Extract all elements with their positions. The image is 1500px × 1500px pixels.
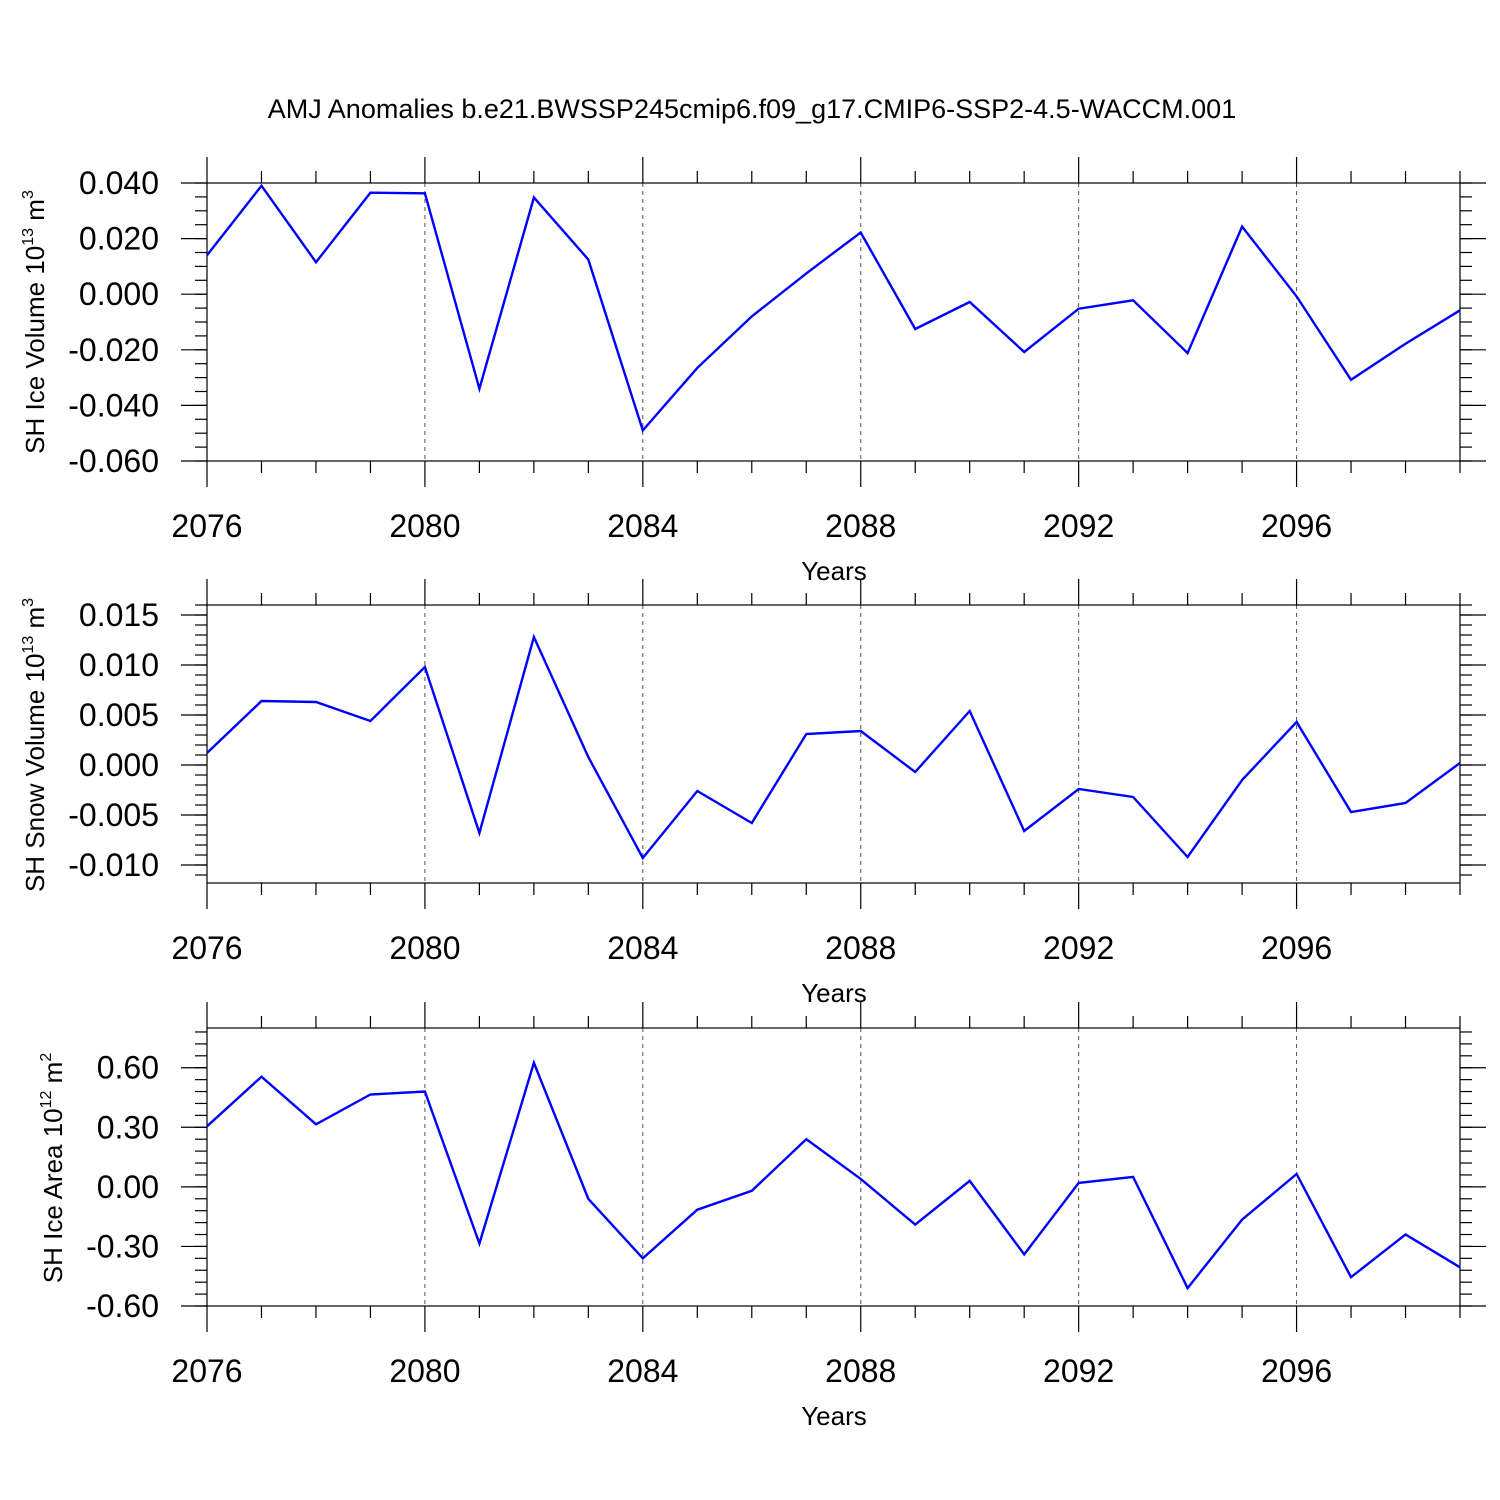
y-axis-title: SH Ice Volume 1013 m3	[20, 190, 50, 454]
y-axis-title-superscript: 13	[20, 636, 37, 654]
x-tick-label: 2080	[389, 508, 460, 544]
series-line	[206, 1059, 1461, 1291]
x-tick-label: 2088	[825, 1353, 896, 1389]
y-tick-label: 0.000	[79, 747, 159, 783]
y-tick-label: -0.30	[86, 1228, 159, 1264]
x-tick-label: 2084	[607, 508, 678, 544]
x-axis-title: Years	[801, 556, 867, 586]
x-tick-label: 2084	[607, 930, 678, 966]
panels: -0.060 -0.040 -0.020 0.000 0.020 0.040 2076 208…	[20, 157, 1486, 1431]
x-tick-label: 2092	[1043, 930, 1114, 966]
y-tick-label: 0.60	[97, 1050, 159, 1086]
figure-title: AMJ Anomalies b.e21.BWSSP245cmip6.f09_g1…	[268, 94, 1236, 124]
y-tick-label: -0.040	[68, 387, 159, 423]
x-tick-label: 2096	[1261, 1353, 1332, 1389]
y-axis-title-part: SH Ice Volume 10	[20, 246, 50, 454]
x-tick-label: 2080	[389, 930, 460, 966]
y-tick-label: 0.005	[79, 697, 159, 733]
plot-frame	[206, 182, 1461, 462]
panel-1: -0.060 -0.040 -0.020 0.000 0.020 0.040 2076 208…	[20, 157, 1486, 586]
x-tick-label: 2092	[1043, 1353, 1114, 1389]
y-tick-label: -0.005	[68, 797, 159, 833]
y-axis-title-part: m	[20, 199, 50, 228]
y-tick-label: 0.015	[79, 597, 159, 633]
y-tick-label: 0.040	[79, 165, 159, 201]
x-axis-title: Years	[801, 978, 867, 1008]
x-tick-label: 2084	[607, 1353, 678, 1389]
panel-2: -0.010 -0.005 0.000 0.005 0.010 0.015 2076 2080…	[20, 579, 1486, 1008]
x-axis-title: Years	[801, 1401, 867, 1431]
y-axis-title-part: m	[38, 1062, 68, 1091]
y-axis-title: SH Snow Volume 1013 m3	[20, 598, 50, 892]
panel-3: -0.60 -0.30 0.00 0.30 0.60 2076 2080 2084 2088 20…	[38, 1002, 1486, 1431]
y-tick-label: 0.00	[97, 1169, 159, 1205]
y-axis-title-part: m	[20, 607, 50, 636]
y-tick-label: 0.010	[79, 647, 159, 683]
x-tick-label: 2076	[171, 508, 242, 544]
y-tick-label: 0.000	[79, 276, 159, 312]
y-tick-label: -0.060	[68, 443, 159, 479]
x-tick-label: 2088	[825, 930, 896, 966]
y-tick-label: -0.010	[68, 847, 159, 883]
y-axis-title-part: SH Snow Volume 10	[20, 654, 50, 892]
x-tick-label: 2076	[171, 1353, 242, 1389]
y-tick-label: 0.020	[79, 221, 159, 257]
y-axis-title-superscript: 12	[38, 1090, 55, 1108]
y-axis-title-part: SH Ice Area 10	[38, 1108, 68, 1283]
y-axis-title-superscript: 3	[20, 598, 37, 607]
plot-frame	[206, 604, 1461, 884]
y-tick-label: -0.020	[68, 332, 159, 368]
y-axis-title-superscript: 2	[38, 1053, 55, 1062]
x-tick-label: 2092	[1043, 508, 1114, 544]
x-tick-label: 2076	[171, 930, 242, 966]
x-tick-label: 2096	[1261, 508, 1332, 544]
y-tick-label: 0.30	[97, 1109, 159, 1145]
series-line	[206, 183, 1461, 433]
y-axis-title-superscript: 3	[20, 190, 37, 199]
y-axis-title: SH Ice Area 1012 m2	[38, 1053, 68, 1284]
x-tick-label: 2096	[1261, 930, 1332, 966]
x-tick-label: 2080	[389, 1353, 460, 1389]
plot-frame	[206, 1027, 1461, 1307]
y-tick-label: -0.60	[86, 1288, 159, 1324]
x-tick-label: 2088	[825, 508, 896, 544]
series-line	[206, 633, 1461, 861]
y-axis-title-superscript: 13	[20, 228, 37, 246]
